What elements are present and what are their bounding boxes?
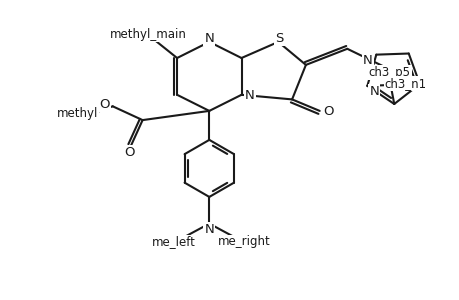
Text: O: O [323, 105, 333, 118]
Text: methyl: methyl [56, 107, 98, 120]
Text: ch3_n1: ch3_n1 [384, 76, 425, 90]
Text: N: N [244, 89, 254, 102]
Text: O: O [99, 98, 109, 111]
Text: methyl_main: methyl_main [110, 28, 187, 40]
Text: ch3_p5: ch3_p5 [368, 66, 410, 79]
Text: me_right: me_right [218, 236, 270, 248]
Text: N: N [204, 32, 214, 45]
Text: me_left: me_left [151, 236, 196, 248]
Text: N: N [369, 85, 378, 98]
Text: S: S [275, 32, 283, 45]
Text: N: N [204, 223, 214, 236]
Text: O: O [124, 146, 134, 159]
Text: N: N [362, 54, 372, 67]
